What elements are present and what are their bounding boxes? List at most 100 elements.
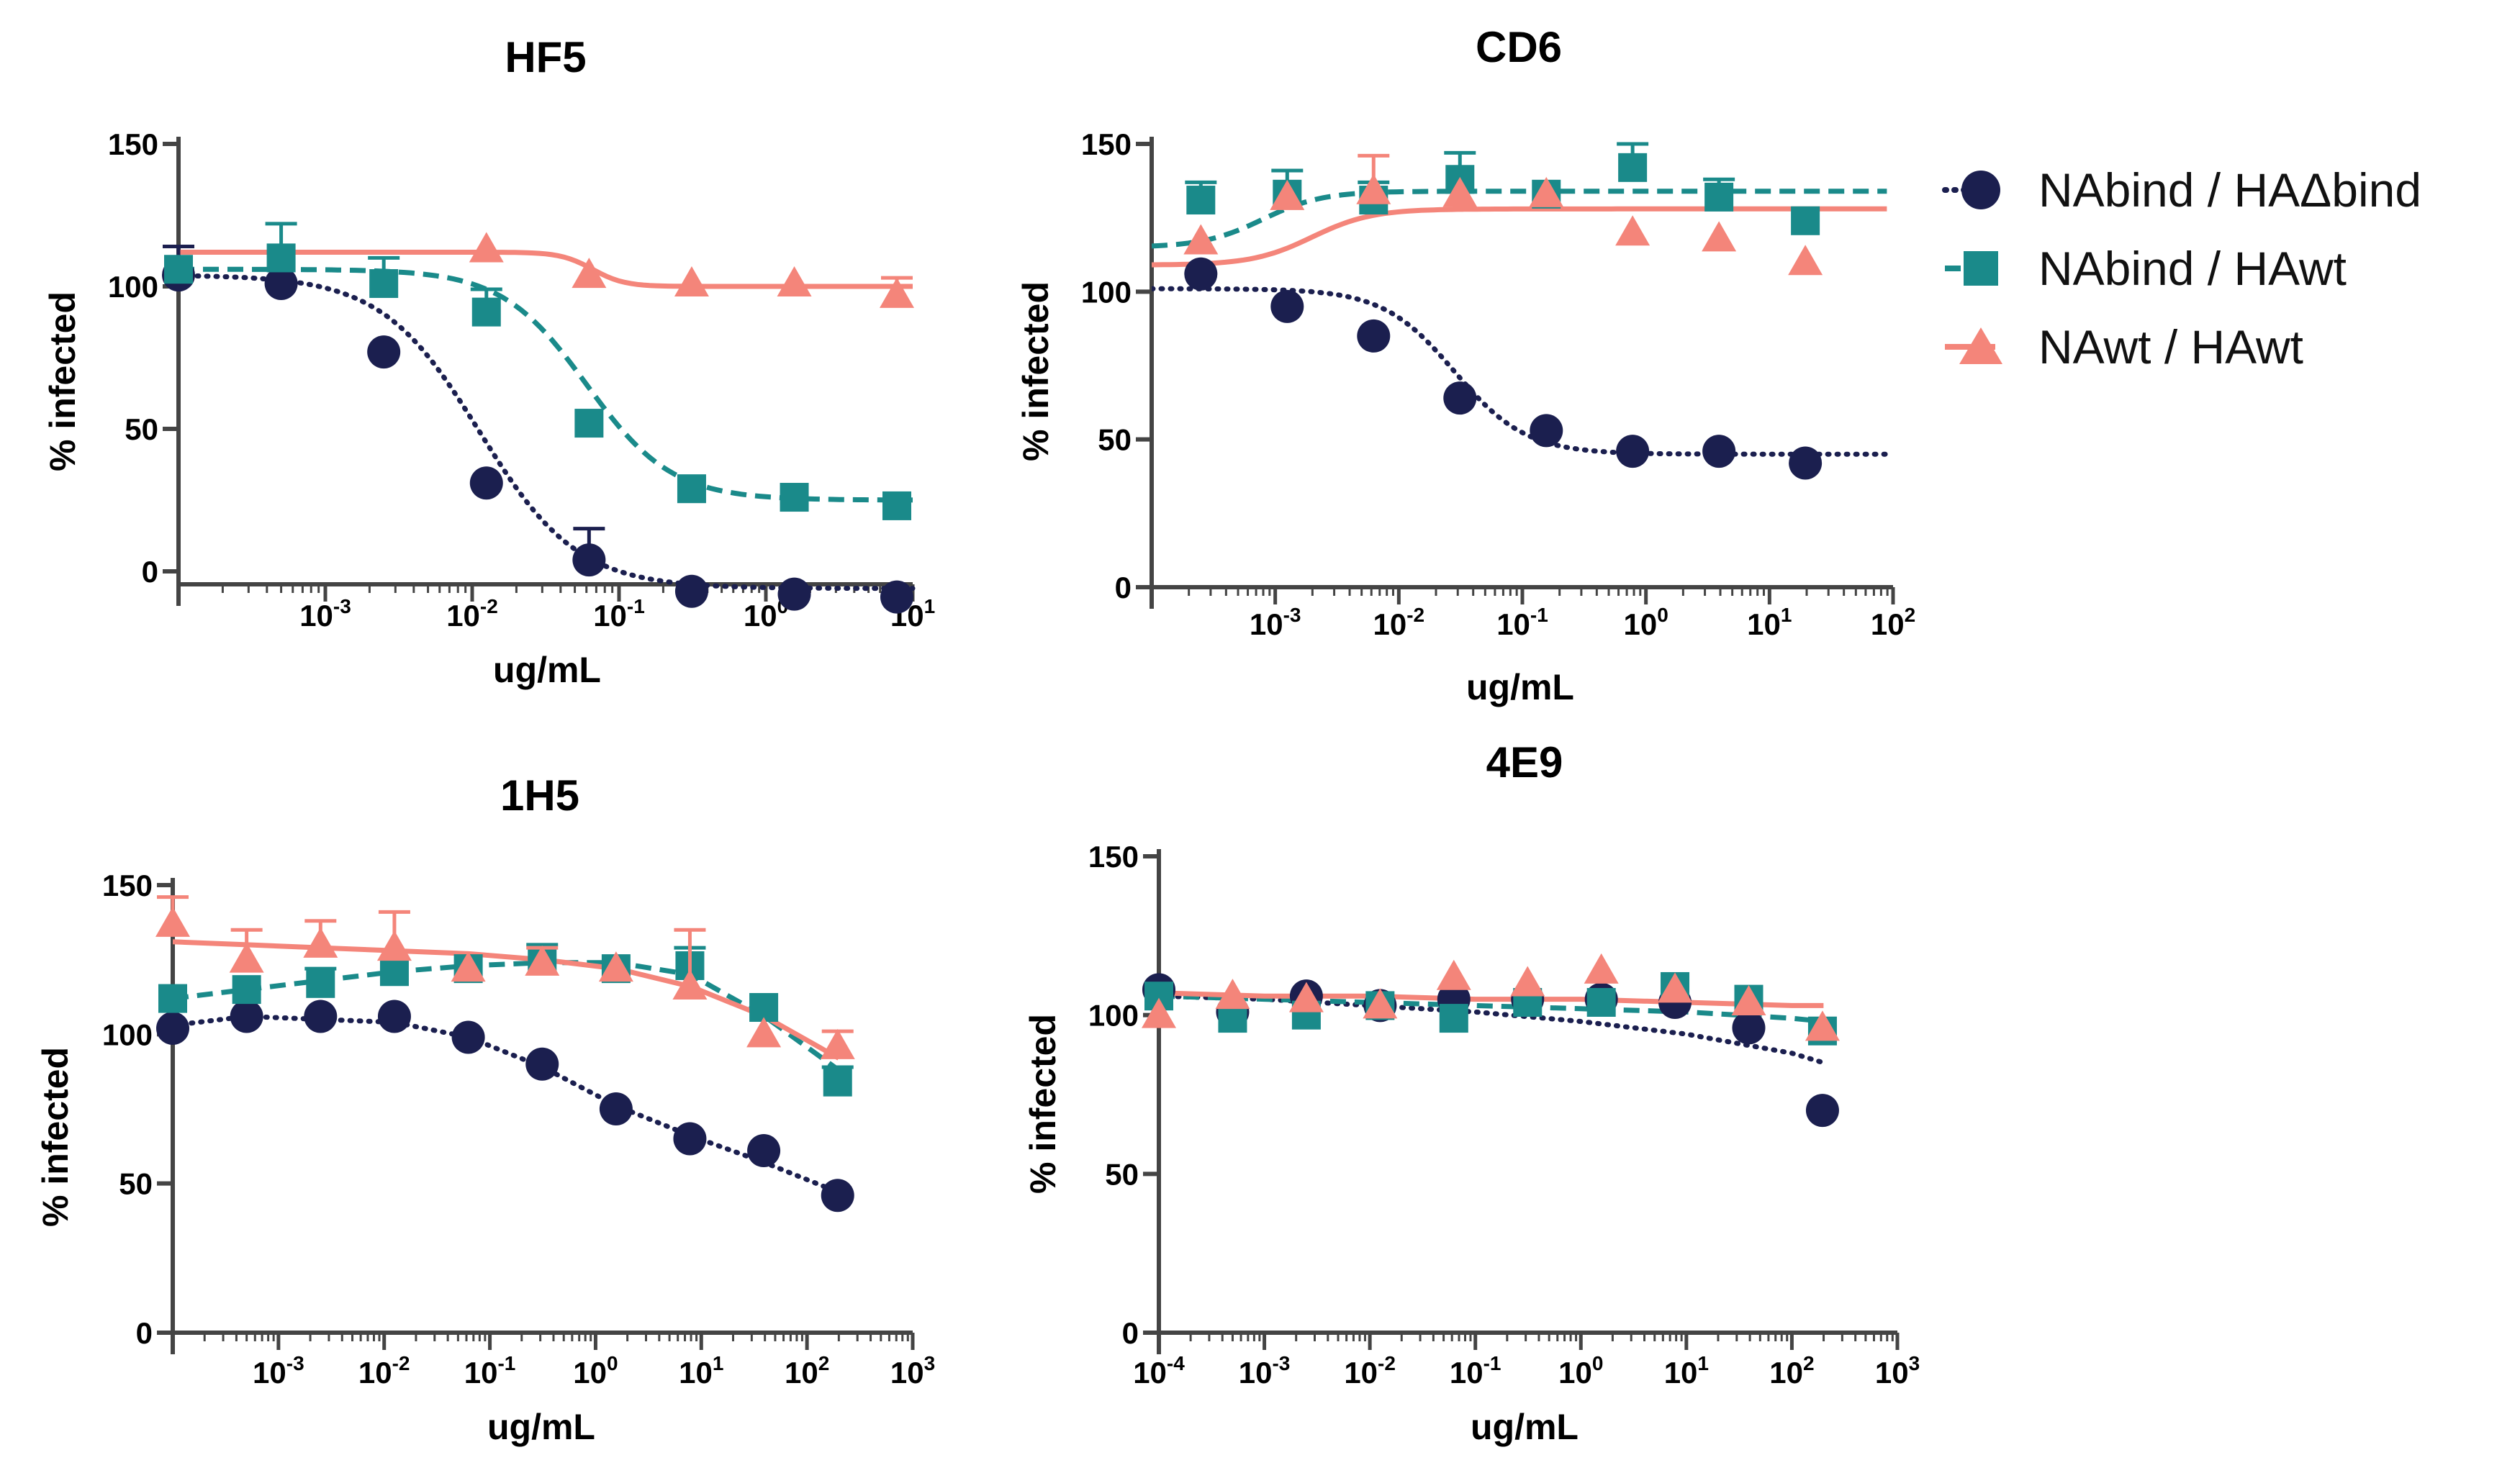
y-tick-label: 0	[1122, 1316, 1139, 1350]
data-point-triangle	[1702, 221, 1737, 252]
series-curve-triangle	[173, 939, 840, 1061]
x-tick-label: 10-2	[1344, 1352, 1396, 1390]
legend-item-nawt-hawt: NAwt / HAwt	[1945, 320, 2303, 373]
x-tick-label: 10-2	[358, 1352, 410, 1390]
data-point-triangle	[1215, 979, 1250, 1010]
chart-title-1h5: 1H5	[500, 771, 579, 820]
x-tick-label: 10-4	[1133, 1352, 1185, 1390]
data-point-triangle	[1183, 224, 1219, 255]
data-point-circle	[880, 580, 913, 614]
y-tick-label: 100	[1088, 999, 1139, 1033]
data-point-triangle	[303, 927, 338, 958]
data-point-triangle	[572, 258, 607, 289]
data-point-triangle	[598, 951, 633, 982]
x-axis-label-4e9: ug/mL	[1471, 1407, 1579, 1447]
x-tick-label: 102	[1871, 604, 1915, 641]
x-tick-label: 102	[1769, 1352, 1814, 1390]
data-point-circle	[572, 543, 606, 577]
data-point-triangle	[1584, 953, 1619, 984]
data-point-triangle	[1436, 959, 1471, 990]
data-point-circle	[1530, 414, 1563, 448]
x-axis-label-hf5: ug/mL	[493, 650, 601, 690]
x-tick-label: 100	[1558, 1352, 1603, 1390]
data-point-triangle	[1142, 997, 1176, 1028]
data-point-triangle	[1356, 173, 1391, 204]
data-point-square	[266, 243, 296, 273]
data-point-square	[574, 409, 604, 438]
data-point-square	[1586, 988, 1616, 1017]
series-curve-circle	[173, 1013, 841, 1195]
data-point-square	[471, 297, 501, 327]
x-tick-label: 101	[1747, 604, 1792, 641]
series-curve-circle	[1152, 286, 1889, 457]
chart-panel-1h5: 0 50 100 150 10-3 10-2 10-1 100 101 102 103	[102, 869, 935, 1390]
data-point-circle	[674, 574, 708, 608]
data-point-circle	[1443, 381, 1477, 415]
data-point-circle	[777, 577, 811, 611]
data-point-circle	[1805, 1094, 1839, 1128]
y-tick-label: 50	[1105, 1157, 1139, 1191]
data-point-square	[882, 491, 911, 520]
data-point-triangle	[229, 942, 264, 973]
series-curve-circle	[179, 273, 916, 592]
y-tick-label: 0	[1115, 571, 1132, 604]
x-axis-label-1h5: ug/mL	[487, 1407, 595, 1447]
x-axis-label-cd6: ug/mL	[1466, 667, 1574, 707]
x-tick-label: 10-1	[1450, 1352, 1501, 1390]
data-point-circle	[469, 466, 503, 500]
data-point-circle	[525, 1047, 559, 1081]
data-point-square	[379, 957, 409, 987]
data-point-circle	[451, 1020, 485, 1054]
x-tick-label: 10-2	[1373, 604, 1425, 641]
x-tick-label: 100	[573, 1352, 618, 1390]
y-axis-label-hf5: % infected	[42, 291, 83, 471]
x-tick-label: 10-3	[253, 1352, 304, 1390]
y-tick-label: 50	[1098, 423, 1132, 457]
data-point-circle	[1732, 1011, 1766, 1045]
x-tick-label: 101	[679, 1352, 723, 1390]
data-point-square	[1791, 206, 1820, 235]
data-point-square	[164, 255, 193, 284]
y-tick-label: 150	[108, 127, 158, 161]
data-point-triangle	[155, 906, 190, 937]
data-point-square	[306, 969, 335, 998]
x-tick-label: 10-3	[299, 595, 351, 633]
data-point-triangle	[674, 266, 709, 297]
data-point-circle	[1702, 435, 1736, 468]
y-axis-label-cd6: % infected	[1016, 281, 1056, 461]
legend-item-nabind-hadbind: NAbind / HAΔbind	[1942, 163, 2421, 217]
chart-panel-4e9: 0 50 100 150 10-4 10-3 10-2 10-1 100 101 102 103	[1088, 840, 1920, 1390]
data-point-square	[1704, 182, 1734, 212]
y-tick-label: 150	[1081, 127, 1132, 161]
data-point-square	[823, 1067, 852, 1097]
x-tick-label: 102	[785, 1352, 829, 1390]
series-curve-triangle	[1152, 206, 1887, 268]
data-point-circle	[599, 1092, 633, 1125]
data-point-circle	[1616, 435, 1650, 468]
data-point-circle	[230, 1000, 263, 1033]
y-tick-label: 150	[102, 869, 153, 902]
data-point-triangle	[1731, 985, 1766, 1016]
data-point-circle	[1789, 446, 1823, 480]
data-point-square	[369, 269, 399, 299]
data-point-square	[1439, 1004, 1468, 1033]
data-point-triangle	[1805, 1010, 1840, 1041]
y-tick-label: 50	[125, 412, 158, 446]
data-point-circle	[747, 1134, 781, 1168]
y-tick-label: 50	[119, 1167, 153, 1201]
y-tick-label: 150	[1088, 840, 1139, 874]
x-tick-label: 101	[1664, 1352, 1709, 1390]
series-curve-square	[173, 960, 841, 1072]
data-point-triangle	[1529, 176, 1564, 207]
y-tick-label: 0	[142, 555, 158, 589]
series-curve-square	[179, 266, 913, 503]
legend-item-nabind-hawt: NAbind / HAwt	[1945, 242, 2347, 295]
y-tick-label: 100	[108, 270, 158, 304]
chart-title-hf5: HF5	[505, 33, 586, 81]
chart-title-cd6: CD6	[1476, 23, 1562, 71]
x-tick-label: 10-3	[1250, 604, 1301, 641]
legend-label: NAbind / HAΔbind	[2038, 163, 2421, 217]
data-point-circle	[156, 1012, 189, 1046]
x-tick-label: 103	[890, 1352, 935, 1390]
